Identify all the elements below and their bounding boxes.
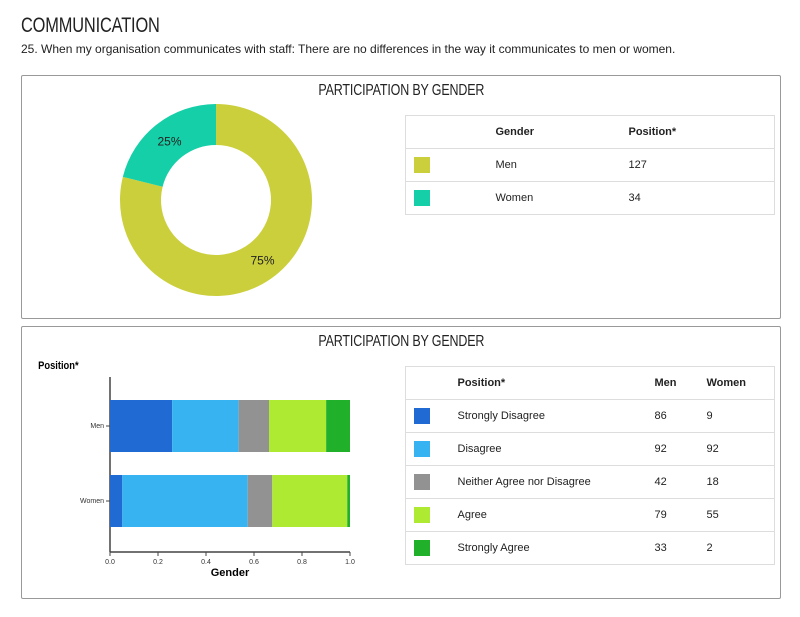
donut-slice-women bbox=[122, 104, 216, 187]
question-text: 25. When my organisation communicates wi… bbox=[21, 42, 676, 56]
x-tick-label: 0.8 bbox=[297, 559, 307, 566]
legend-swatch bbox=[414, 157, 430, 173]
women-value: 55 bbox=[706, 498, 775, 532]
gender-value: 34 bbox=[628, 181, 775, 215]
stacked-bar-chart: Position* 0.0 0.2 0.4 0.6 0.8 1.0 Gender Men Wome… bbox=[38, 360, 355, 579]
bar-segment bbox=[326, 400, 350, 452]
table-row: Disagree 92 92 bbox=[405, 432, 775, 466]
table-row: Men 127 bbox=[405, 148, 775, 182]
x-tick-label: 0.6 bbox=[249, 559, 259, 566]
col-header: Men bbox=[654, 366, 707, 400]
donut-chart: 75% 25% bbox=[119, 104, 312, 296]
y-tick-label: Women bbox=[80, 498, 104, 505]
women-value: 18 bbox=[706, 465, 775, 499]
women-value: 9 bbox=[706, 399, 775, 433]
men-value: 86 bbox=[654, 399, 707, 433]
x-tick-label: 0.2 bbox=[153, 559, 163, 566]
section-heading: COMMUNICATION bbox=[21, 14, 160, 37]
bar-segment bbox=[172, 400, 239, 452]
legend-swatch bbox=[414, 507, 430, 523]
slice-label: 25% bbox=[157, 135, 181, 149]
position-table: Position* Men Women Strongly Disagree 86 9 Di… bbox=[405, 366, 775, 565]
legend-swatch bbox=[414, 190, 430, 206]
women-value: 92 bbox=[706, 432, 775, 466]
position-label: Strongly Disagree bbox=[457, 399, 655, 433]
bar-segment bbox=[110, 475, 123, 527]
slice-label: 75% bbox=[250, 253, 274, 267]
donut-slice-men bbox=[119, 104, 312, 296]
x-axis-title: Gender bbox=[211, 567, 250, 579]
position-label: Agree bbox=[457, 498, 655, 532]
bar-segment bbox=[269, 400, 327, 452]
bar-segment bbox=[122, 475, 248, 527]
gender-label: Women bbox=[495, 181, 629, 215]
panel-title: PARTICIPATION BY GENDER bbox=[318, 82, 484, 99]
col-header: Position* bbox=[457, 366, 655, 400]
gender-table: Gender Position* Men 127 Women 34 bbox=[405, 115, 775, 215]
col-header: Position* bbox=[628, 115, 775, 149]
table-row: Agree 79 55 bbox=[405, 498, 775, 532]
y-tick-label: Men bbox=[90, 423, 104, 430]
legend-swatch bbox=[414, 441, 430, 457]
gender-donut-panel: PARTICIPATION BY GENDER 75% 25% Gender Pos… bbox=[21, 75, 781, 319]
col-header: Gender bbox=[495, 115, 629, 149]
table-row: Women 34 bbox=[405, 181, 775, 215]
gender-label: Men bbox=[495, 148, 629, 182]
col-header: Women bbox=[706, 366, 775, 400]
legend-swatch bbox=[414, 474, 430, 490]
bar-segment bbox=[272, 475, 348, 527]
position-bar-panel: PARTICIPATION BY GENDER Position* 0.0 0.2 0… bbox=[21, 326, 781, 599]
y-axis-title: Position* bbox=[38, 360, 78, 372]
men-value: 42 bbox=[654, 465, 707, 499]
men-value: 33 bbox=[654, 531, 707, 565]
legend-swatch bbox=[414, 540, 430, 556]
men-value: 79 bbox=[654, 498, 707, 532]
table-row: Neither Agree nor Disagree 42 18 bbox=[405, 465, 775, 499]
women-value: 2 bbox=[706, 531, 775, 565]
gender-value: 127 bbox=[628, 148, 775, 182]
position-label: Disagree bbox=[457, 432, 655, 466]
bar-segment bbox=[238, 400, 270, 452]
men-value: 92 bbox=[654, 432, 707, 466]
x-tick-label: 1.0 bbox=[345, 559, 355, 566]
position-label: Strongly Agree bbox=[457, 531, 655, 565]
bar-segment bbox=[247, 475, 273, 527]
x-tick-label: 0.4 bbox=[201, 559, 211, 566]
bar-segment bbox=[347, 475, 350, 527]
position-label: Neither Agree nor Disagree bbox=[457, 465, 655, 499]
bar-segment bbox=[110, 400, 173, 452]
legend-swatch bbox=[414, 408, 430, 424]
panel-title: PARTICIPATION BY GENDER bbox=[318, 333, 484, 350]
table-row: Strongly Disagree 86 9 bbox=[405, 399, 775, 433]
x-tick-label: 0.0 bbox=[105, 559, 115, 566]
table-row: Strongly Agree 33 2 bbox=[405, 531, 775, 565]
